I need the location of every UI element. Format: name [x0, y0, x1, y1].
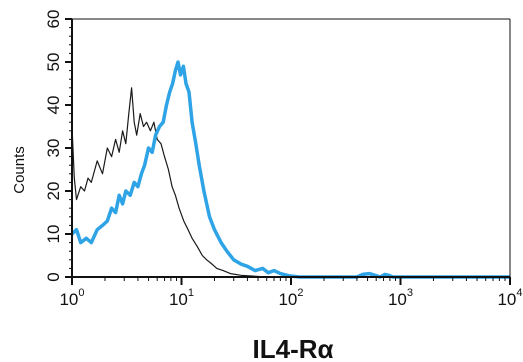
y-tick-label: 20 [44, 182, 63, 201]
y-axis-ticks: 0 10 20 30 40 50 60 [44, 10, 72, 282]
y-axis-label: Counts [11, 146, 28, 194]
histogram-series-2 [70, 60, 510, 279]
x-axis-label: IL4-Rα [253, 334, 334, 362]
series-layer [70, 60, 510, 279]
histogram-series-1 [71, 87, 510, 278]
x-tick-label: 102 [278, 287, 303, 309]
x-tick-label: 101 [169, 287, 194, 309]
y-tick-label: 60 [44, 10, 63, 29]
x-axis-ticks: 100 101 102 103 104 [59, 277, 523, 309]
plot-area [70, 60, 510, 279]
x-tick-label: 103 [388, 287, 413, 309]
y-tick-label: 0 [44, 272, 63, 281]
y-tick-label: 10 [44, 225, 63, 244]
x-tick-label: 100 [59, 287, 84, 309]
y-tick-label: 40 [44, 96, 63, 115]
y-tick-label: 50 [44, 53, 63, 72]
x-tick-label: 104 [497, 287, 522, 309]
y-tick-label: 30 [44, 139, 63, 158]
